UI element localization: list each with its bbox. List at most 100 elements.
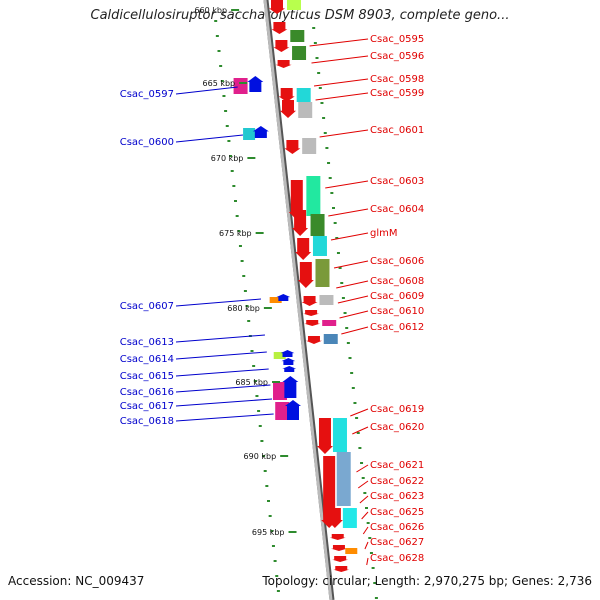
forward-gene-arrow xyxy=(278,88,295,102)
forward-gene-arrow xyxy=(275,60,292,68)
forward-gene-label[interactable]: Csac_0625 xyxy=(370,507,424,518)
tick-label: 665 kbp xyxy=(203,79,236,88)
gene-box xyxy=(296,88,311,102)
gene-box xyxy=(332,418,347,452)
forward-gene-label[interactable]: Csac_0623 xyxy=(370,491,424,502)
reverse-gene-label[interactable]: Csac_0617 xyxy=(120,401,174,412)
reverse-leader-line xyxy=(175,368,269,377)
reverse-gene-label[interactable]: Csac_0614 xyxy=(120,354,174,365)
forward-leader-line xyxy=(359,495,369,504)
forward-gene-label[interactable]: Csac_0627 xyxy=(370,537,424,548)
forward-gene-arrow xyxy=(295,238,312,260)
forward-leader-line xyxy=(311,55,369,64)
forward-leader-line xyxy=(361,511,369,520)
gene-box xyxy=(290,30,305,42)
tick-label: 695 kbp xyxy=(252,528,285,537)
reverse-gene-label[interactable]: Csac_0607 xyxy=(120,301,174,312)
forward-gene-label[interactable]: Csac_0596 xyxy=(370,51,424,62)
forward-gene-label[interactable]: Csac_0604 xyxy=(370,204,424,215)
forward-gene-arrow xyxy=(316,418,333,454)
forward-gene-label[interactable]: Csac_0620 xyxy=(370,422,424,433)
forward-gene-arrow xyxy=(333,566,350,572)
reverse-leader-line xyxy=(175,413,274,422)
reverse-gene-arrow xyxy=(280,350,295,357)
forward-gene-label[interactable]: Csac_0610 xyxy=(370,306,424,317)
forward-leader-line xyxy=(336,280,369,289)
forward-leader-line xyxy=(325,180,369,189)
forward-gene-arrow xyxy=(292,210,309,236)
reverse-leader-line xyxy=(175,334,265,343)
reverse-gene-arrow xyxy=(282,366,297,372)
gene-box xyxy=(287,0,301,10)
reverse-gene-label[interactable]: Csac_0600 xyxy=(120,137,174,148)
forward-gene-arrow xyxy=(329,534,346,540)
forward-leader-line xyxy=(330,232,369,241)
tick-label: 660 kbp xyxy=(194,6,227,15)
forward-gene-label[interactable]: Csac_0612 xyxy=(370,322,424,333)
forward-gene-label[interactable]: glmM xyxy=(370,228,398,239)
backbone xyxy=(263,0,333,600)
forward-gene-label[interactable]: Csac_0622 xyxy=(370,476,424,487)
reverse-gene-label[interactable]: Csac_0615 xyxy=(120,371,174,382)
forward-leader-line xyxy=(352,426,369,435)
forward-gene-arrow xyxy=(297,262,314,288)
reverse-gene-label[interactable]: Csac_0597 xyxy=(120,89,174,100)
forward-gene-label[interactable]: Csac_0628 xyxy=(370,553,424,564)
reverse-gene-label[interactable]: Csac_0616 xyxy=(120,387,174,398)
gene-box xyxy=(336,452,351,506)
forward-gene-label[interactable]: Csac_0606 xyxy=(370,256,424,267)
forward-gene-label[interactable]: Csac_0619 xyxy=(370,404,424,415)
gene-box xyxy=(298,102,313,118)
forward-gene-label[interactable]: Csac_0599 xyxy=(370,88,424,99)
reverse-gene-arrow xyxy=(281,358,296,365)
forward-gene-arrow xyxy=(332,556,349,562)
forward-gene-label[interactable]: Csac_0595 xyxy=(370,34,424,45)
reverse-leader-line xyxy=(175,351,267,360)
reverse-leader-line xyxy=(175,86,238,95)
forward-gene-arrow xyxy=(301,296,318,306)
reverse-gene-label[interactable]: Csac_0613 xyxy=(120,337,174,348)
forward-leader-line xyxy=(341,326,369,335)
reverse-leader-line xyxy=(175,398,273,407)
reverse-gene-label[interactable]: Csac_0618 xyxy=(120,416,174,427)
gene-box xyxy=(323,334,338,344)
tick-label: 675 kbp xyxy=(219,229,252,238)
forward-leader-line xyxy=(319,129,369,138)
tick-label: 685 kbp xyxy=(235,378,268,387)
forward-leader-line xyxy=(309,38,369,47)
reverse-gene-box xyxy=(273,352,286,359)
reverse-gene-box xyxy=(269,297,282,303)
gene-features xyxy=(233,0,358,572)
reverse-gene-arrow xyxy=(247,76,264,92)
gene-box xyxy=(322,320,337,326)
forward-leader-line xyxy=(313,78,369,87)
forward-gene-label[interactable]: Csac_0609 xyxy=(370,291,424,302)
map-title: Caldicellulosiruptor saccharolyticus DSM… xyxy=(90,8,510,23)
reverse-leader-line xyxy=(175,298,262,307)
forward-gene-label[interactable]: Csac_0626 xyxy=(370,522,424,533)
forward-gene-label[interactable]: Csac_0621 xyxy=(370,460,424,471)
reverse-gene-arrow xyxy=(282,376,299,398)
forward-leader-line xyxy=(364,541,369,550)
gene-box xyxy=(312,236,327,256)
forward-gene-label[interactable]: Csac_0598 xyxy=(370,74,424,85)
forward-gene-arrow xyxy=(280,100,296,118)
gene-box xyxy=(315,259,330,287)
forward-gene-label[interactable]: Csac_0601 xyxy=(370,125,424,136)
gene-box xyxy=(292,46,307,60)
tick-label: 670 kbp xyxy=(211,154,244,163)
forward-gene-arrow xyxy=(269,0,285,14)
reverse-gene-box xyxy=(275,402,290,420)
gene-box xyxy=(345,548,358,554)
forward-gene-label[interactable]: Csac_0603 xyxy=(370,176,424,187)
tick-label: 690 kbp xyxy=(244,452,277,461)
reverse-gene-arrow xyxy=(276,294,291,301)
gene-box xyxy=(319,295,334,305)
gene-box xyxy=(302,138,317,154)
gene-box xyxy=(310,214,325,236)
forward-gene-arrow xyxy=(273,40,290,52)
gene-box xyxy=(342,508,357,528)
topology-text: Topology: circular; Length: 2,970,275 bp… xyxy=(262,574,592,588)
forward-gene-arrow xyxy=(303,310,320,316)
forward-gene-label[interactable]: Csac_0608 xyxy=(370,276,424,287)
